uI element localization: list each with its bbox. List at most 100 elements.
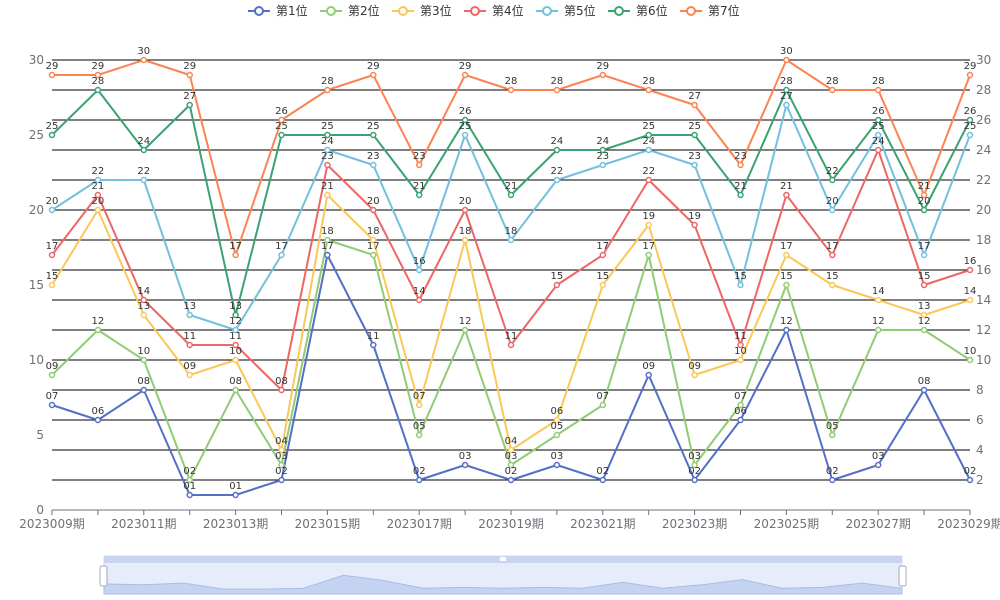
data-point[interactable] bbox=[48, 206, 56, 214]
data-point[interactable] bbox=[140, 386, 148, 394]
data-point[interactable] bbox=[94, 416, 102, 424]
data-point[interactable] bbox=[783, 101, 790, 109]
data-point[interactable] bbox=[599, 401, 607, 409]
data-point[interactable] bbox=[829, 431, 836, 439]
data-point[interactable] bbox=[415, 161, 423, 169]
data-point[interactable] bbox=[415, 296, 423, 304]
data-point[interactable] bbox=[507, 461, 515, 469]
data-point[interactable] bbox=[783, 86, 790, 94]
data-point[interactable] bbox=[278, 461, 285, 469]
data-point[interactable] bbox=[874, 116, 882, 124]
zoom-move-grip-icon[interactable] bbox=[500, 557, 506, 561]
data-point[interactable] bbox=[140, 146, 148, 154]
data-point[interactable] bbox=[324, 161, 331, 169]
data-point[interactable] bbox=[186, 71, 193, 79]
data-point[interactable] bbox=[461, 326, 469, 334]
data-point[interactable] bbox=[691, 371, 698, 379]
data-zoom-slider[interactable] bbox=[99, 555, 907, 595]
data-point[interactable] bbox=[737, 416, 744, 424]
legend[interactable]: 第1位 第2位 第3位 第4位 第5位 第6位 第7位 bbox=[248, 3, 740, 18]
data-point[interactable] bbox=[874, 146, 882, 154]
data-point[interactable] bbox=[461, 131, 469, 139]
data-point[interactable] bbox=[874, 131, 882, 139]
data-point[interactable] bbox=[874, 86, 882, 94]
data-point[interactable] bbox=[737, 191, 744, 199]
data-point[interactable] bbox=[783, 191, 790, 199]
data-point[interactable] bbox=[94, 191, 102, 199]
data-point[interactable] bbox=[232, 311, 239, 319]
data-point[interactable] bbox=[232, 326, 239, 334]
data-point[interactable] bbox=[94, 206, 102, 214]
data-point[interactable] bbox=[783, 56, 790, 64]
data-point[interactable] bbox=[324, 131, 331, 139]
data-point[interactable] bbox=[920, 386, 928, 394]
data-point[interactable] bbox=[507, 191, 515, 199]
data-point[interactable] bbox=[920, 281, 928, 289]
legend-item-3[interactable]: 第3位 bbox=[392, 3, 452, 18]
data-point[interactable] bbox=[370, 71, 377, 79]
series-line-5[interactable] bbox=[51, 104, 971, 331]
data-point[interactable] bbox=[966, 296, 974, 304]
data-point[interactable] bbox=[370, 161, 377, 169]
data-point[interactable] bbox=[553, 416, 561, 424]
data-point[interactable] bbox=[370, 236, 377, 244]
data-point[interactable] bbox=[737, 281, 744, 289]
legend-item-7[interactable]: 第7位 bbox=[680, 3, 740, 18]
data-point[interactable] bbox=[278, 131, 285, 139]
data-point[interactable] bbox=[783, 281, 790, 289]
data-point[interactable] bbox=[370, 131, 377, 139]
data-point[interactable] bbox=[48, 371, 56, 379]
data-point[interactable] bbox=[874, 461, 882, 469]
data-point[interactable] bbox=[737, 356, 744, 364]
data-point[interactable] bbox=[415, 476, 423, 484]
data-point[interactable] bbox=[507, 476, 515, 484]
legend-item-4[interactable]: 第4位 bbox=[464, 3, 524, 18]
data-point[interactable] bbox=[186, 476, 193, 484]
data-point[interactable] bbox=[415, 431, 423, 439]
data-point[interactable] bbox=[186, 341, 193, 349]
data-point[interactable] bbox=[783, 326, 790, 334]
data-point[interactable] bbox=[966, 71, 974, 79]
legend-item-6[interactable]: 第6位 bbox=[608, 3, 668, 18]
data-point[interactable] bbox=[599, 161, 607, 169]
data-point[interactable] bbox=[599, 476, 607, 484]
data-point[interactable] bbox=[48, 251, 56, 259]
data-point[interactable] bbox=[324, 236, 331, 244]
data-point[interactable] bbox=[737, 161, 744, 169]
data-point[interactable] bbox=[645, 131, 652, 139]
data-point[interactable] bbox=[553, 176, 561, 184]
data-point[interactable] bbox=[94, 71, 102, 79]
data-point[interactable] bbox=[324, 86, 331, 94]
data-point[interactable] bbox=[645, 146, 652, 154]
data-point[interactable] bbox=[553, 431, 561, 439]
data-point[interactable] bbox=[94, 176, 102, 184]
data-point[interactable] bbox=[278, 386, 285, 394]
data-point[interactable] bbox=[691, 461, 698, 469]
data-point[interactable] bbox=[370, 341, 377, 349]
data-point[interactable] bbox=[599, 71, 607, 79]
data-point[interactable] bbox=[920, 311, 928, 319]
data-point[interactable] bbox=[370, 206, 377, 214]
data-point[interactable] bbox=[461, 206, 469, 214]
data-point[interactable] bbox=[599, 146, 607, 154]
data-point[interactable] bbox=[691, 221, 698, 229]
data-point[interactable] bbox=[186, 371, 193, 379]
data-point[interactable] bbox=[691, 131, 698, 139]
data-point[interactable] bbox=[48, 131, 56, 139]
data-point[interactable] bbox=[94, 326, 102, 334]
data-point[interactable] bbox=[324, 191, 331, 199]
zoom-handle-left[interactable] bbox=[99, 565, 108, 587]
data-point[interactable] bbox=[783, 251, 790, 259]
data-point[interactable] bbox=[232, 341, 239, 349]
data-point[interactable] bbox=[186, 311, 193, 319]
data-point[interactable] bbox=[278, 251, 285, 259]
data-point[interactable] bbox=[324, 251, 331, 259]
data-point[interactable] bbox=[966, 266, 974, 274]
data-point[interactable] bbox=[553, 461, 561, 469]
data-point[interactable] bbox=[691, 476, 698, 484]
data-point[interactable] bbox=[140, 296, 148, 304]
data-point[interactable] bbox=[691, 161, 698, 169]
data-point[interactable] bbox=[415, 191, 423, 199]
data-point[interactable] bbox=[553, 86, 561, 94]
data-point[interactable] bbox=[278, 476, 285, 484]
